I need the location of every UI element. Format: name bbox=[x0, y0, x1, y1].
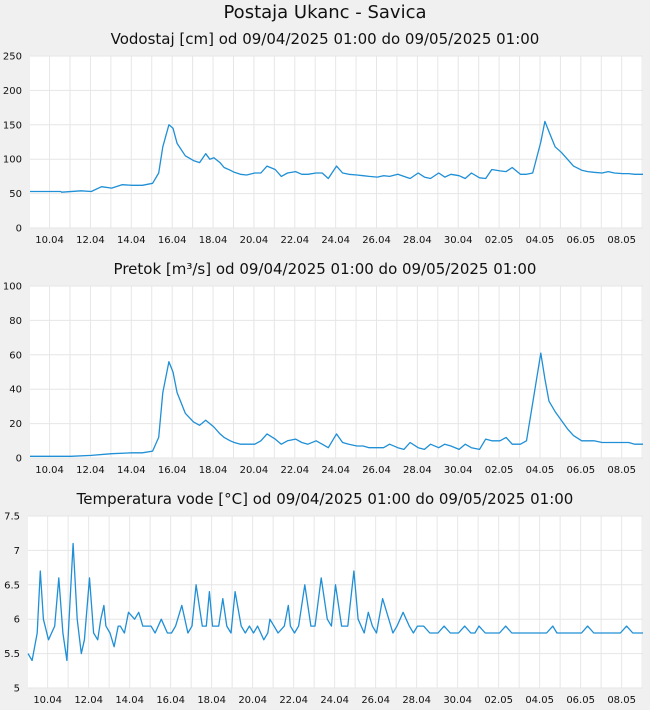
temperature-y-tick-label: 6.5 bbox=[4, 580, 20, 591]
temperature-series-line bbox=[27, 542, 643, 662]
water-level-x-tick-label: 14.04 bbox=[117, 235, 146, 246]
water-level-x-tick-label: 22.04 bbox=[280, 235, 309, 246]
water-level-y-tick-label: 200 bbox=[3, 86, 22, 97]
water-level-x-tick-label: 04.05 bbox=[526, 235, 555, 246]
discharge-x-tick-label: 22.04 bbox=[280, 465, 309, 476]
water-level-x-tick-label: 20.04 bbox=[240, 235, 269, 246]
water-level-x-tick-label: 02.05 bbox=[485, 235, 514, 246]
temperature-y-tick-label: 5.5 bbox=[4, 649, 20, 660]
water-level-series-line bbox=[30, 120, 643, 193]
water-level-x-tick-label: 18.04 bbox=[199, 235, 228, 246]
discharge-x-tick-label: 26.04 bbox=[362, 465, 391, 476]
discharge-chart-title: Pretok [m³/s] od 09/04/2025 01:00 do 09/… bbox=[113, 260, 537, 278]
discharge-x-tick-label: 06.05 bbox=[567, 465, 596, 476]
discharge-y-tick-label: 80 bbox=[9, 316, 22, 327]
water-level-x-tick-label: 24.04 bbox=[321, 235, 350, 246]
water-level-y-tick-label: 150 bbox=[3, 120, 22, 131]
water-level-x-tick-label: 12.04 bbox=[76, 235, 105, 246]
temperature-x-tick-label: 20.04 bbox=[238, 695, 267, 706]
water-level-x-tick-label: 30.04 bbox=[444, 235, 473, 246]
water-level-x-tick-label: 28.04 bbox=[403, 235, 432, 246]
temperature-x-tick-label: 24.04 bbox=[320, 695, 349, 706]
station-title: Postaja Ukanc - Savica bbox=[223, 2, 427, 23]
temperature-x-tick-label: 30.04 bbox=[443, 695, 472, 706]
temperature-x-tick-label: 02.05 bbox=[484, 695, 513, 706]
discharge-x-tick-label: 02.05 bbox=[485, 465, 514, 476]
discharge-x-tick-label: 14.04 bbox=[117, 465, 146, 476]
discharge-x-tick-label: 28.04 bbox=[403, 465, 432, 476]
temperature-x-tick-label: 26.04 bbox=[361, 695, 390, 706]
water-level-x-tick-label: 06.05 bbox=[567, 235, 596, 246]
discharge-plot-area bbox=[30, 286, 643, 458]
temperature-x-tick-label: 10.04 bbox=[33, 695, 62, 706]
temperature-x-tick-label: 12.04 bbox=[74, 695, 103, 706]
temperature-x-tick-label: 06.05 bbox=[566, 695, 595, 706]
temperature-x-tick-label: 22.04 bbox=[279, 695, 308, 706]
discharge-y-tick-label: 40 bbox=[9, 385, 22, 396]
temperature-x-tick-label: 18.04 bbox=[197, 695, 226, 706]
discharge-series-line bbox=[30, 352, 643, 457]
temperature-y-tick-label: 5 bbox=[14, 684, 20, 695]
discharge-x-tick-label: 30.04 bbox=[444, 465, 473, 476]
temperature-y-tick-label: 7.5 bbox=[4, 512, 20, 523]
water-level-x-tick-label: 26.04 bbox=[362, 235, 391, 246]
discharge-x-tick-label: 18.04 bbox=[199, 465, 228, 476]
discharge-x-tick-label: 04.05 bbox=[526, 465, 555, 476]
discharge-x-tick-label: 20.04 bbox=[240, 465, 269, 476]
temperature-x-tick-label: 04.05 bbox=[525, 695, 554, 706]
discharge-x-tick-label: 10.04 bbox=[35, 465, 64, 476]
discharge-x-tick-label: 16.04 bbox=[158, 465, 187, 476]
discharge-y-tick-label: 20 bbox=[9, 419, 22, 430]
water-level-y-tick-label: 250 bbox=[3, 52, 22, 63]
discharge-y-tick-label: 60 bbox=[9, 350, 22, 361]
temperature-x-tick-label: 08.05 bbox=[607, 695, 636, 706]
temperature-y-tick-label: 7 bbox=[14, 546, 20, 557]
water-level-y-tick-label: 50 bbox=[9, 189, 22, 200]
discharge-x-tick-label: 08.05 bbox=[607, 465, 636, 476]
water-level-plot-area bbox=[30, 56, 643, 228]
temperature-plot-area bbox=[28, 516, 643, 688]
temperature-chart-title: Temperatura vode [°C] od 09/04/2025 01:0… bbox=[76, 490, 574, 508]
water-level-y-tick-label: 100 bbox=[3, 155, 22, 166]
water-level-x-tick-label: 10.04 bbox=[35, 235, 64, 246]
discharge-x-tick-label: 12.04 bbox=[76, 465, 105, 476]
temperature-x-tick-label: 14.04 bbox=[115, 695, 144, 706]
water-level-y-tick-label: 0 bbox=[16, 224, 22, 235]
water-level-x-tick-label: 08.05 bbox=[607, 235, 636, 246]
temperature-y-tick-label: 6 bbox=[14, 615, 20, 626]
discharge-y-tick-label: 100 bbox=[3, 282, 22, 293]
water-level-x-tick-label: 16.04 bbox=[158, 235, 187, 246]
temperature-x-tick-label: 28.04 bbox=[402, 695, 431, 706]
discharge-y-tick-label: 0 bbox=[16, 454, 22, 465]
discharge-x-tick-label: 24.04 bbox=[321, 465, 350, 476]
water-level-chart-title: Vodostaj [cm] od 09/04/2025 01:00 do 09/… bbox=[110, 30, 540, 48]
temperature-x-tick-label: 16.04 bbox=[156, 695, 185, 706]
